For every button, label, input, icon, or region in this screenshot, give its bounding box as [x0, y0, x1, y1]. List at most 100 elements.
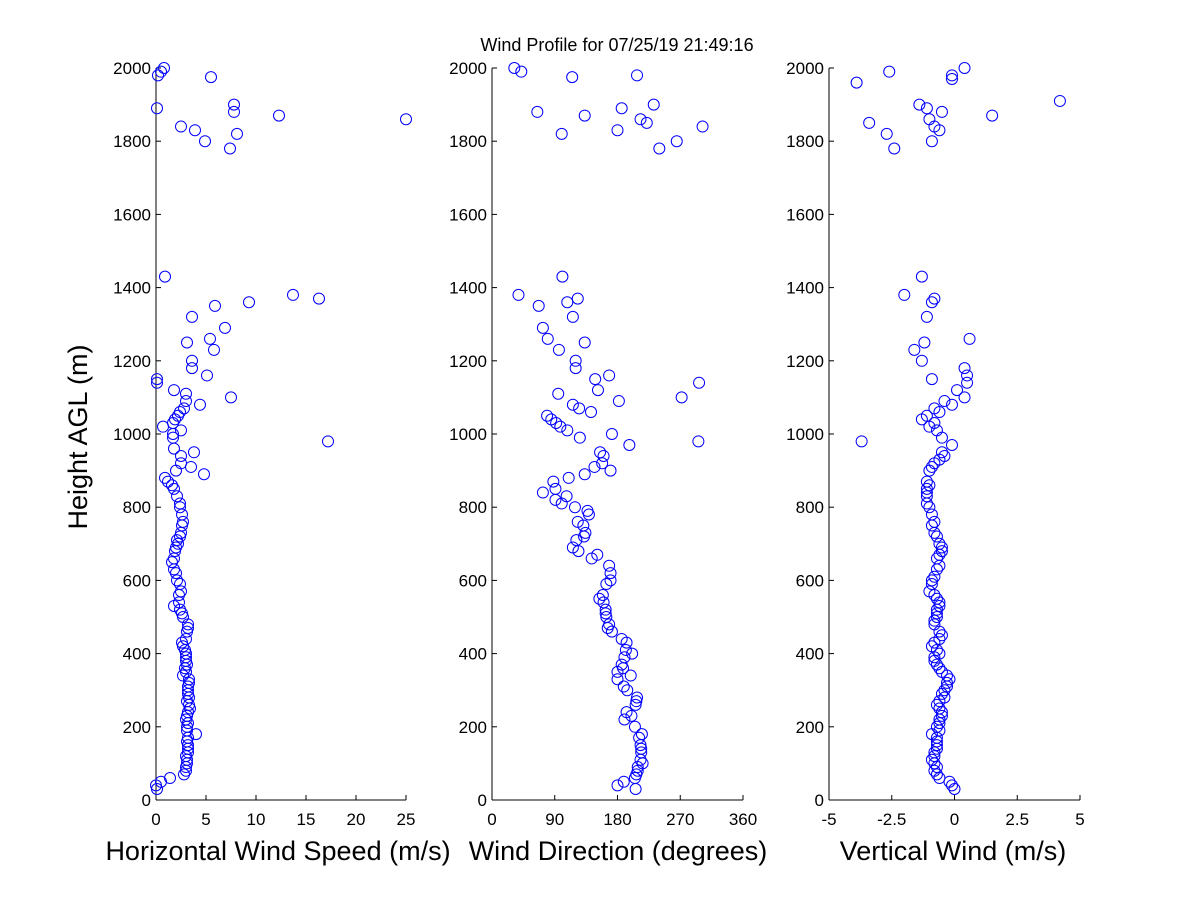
- data-point: [173, 589, 185, 602]
- data-point: [930, 643, 943, 656]
- data-point: [930, 761, 943, 774]
- data-point: [596, 589, 609, 602]
- data-point: [620, 636, 633, 649]
- data-point: [549, 482, 562, 495]
- x-tick-label: 25: [397, 810, 416, 829]
- data-point: [625, 709, 638, 722]
- data-point: [168, 442, 180, 455]
- data-point: [948, 783, 961, 796]
- data-point: [888, 142, 901, 155]
- data-point: [174, 530, 186, 543]
- data-point: [693, 376, 706, 389]
- data-point: [675, 391, 688, 404]
- data-point: [923, 113, 936, 126]
- data-point: [178, 402, 190, 415]
- data-point: [180, 387, 192, 400]
- data-point: [159, 471, 171, 484]
- data-point: [172, 409, 184, 422]
- y-tick-label: 0: [478, 791, 487, 810]
- data-point: [573, 431, 586, 444]
- data-point: [930, 611, 943, 623]
- data-point: [168, 384, 180, 397]
- x-tick-label: -2.5: [877, 810, 906, 829]
- data-point: [578, 336, 591, 349]
- data-point: [617, 680, 630, 693]
- data-point: [578, 530, 591, 543]
- data-point: [555, 497, 568, 510]
- x-tick-label: 20: [347, 810, 366, 829]
- data-point: [171, 490, 183, 503]
- data-point: [938, 684, 951, 697]
- data-point: [945, 438, 958, 451]
- data-point: [925, 578, 938, 591]
- data-point: [630, 695, 643, 708]
- y-tick-label: 200: [796, 718, 824, 737]
- data-point: [935, 706, 948, 719]
- data-point: [696, 120, 709, 133]
- data-point: [1053, 94, 1066, 107]
- data-point: [883, 65, 896, 78]
- data-point: [571, 292, 584, 305]
- x-tick-label: 0: [950, 810, 959, 829]
- data-point: [920, 102, 933, 115]
- y-tick-label: 800: [796, 498, 824, 517]
- data-point: [925, 753, 938, 766]
- data-point: [923, 420, 936, 433]
- data-point: [928, 651, 941, 664]
- data-point: [536, 321, 549, 334]
- data-point: [185, 460, 197, 473]
- data-point: [611, 665, 624, 678]
- data-point: [186, 310, 198, 323]
- data-point: [933, 724, 946, 737]
- x-tick-label: 5: [1075, 810, 1084, 829]
- data-point: [945, 72, 958, 85]
- data-point: [190, 728, 202, 741]
- y-tick-label: 1800: [113, 132, 151, 151]
- data-point: [209, 299, 221, 312]
- data-point: [151, 373, 163, 386]
- data-point: [208, 343, 220, 356]
- x-axis-label: Horizontal Wind Speed (m/s): [105, 836, 450, 866]
- data-point: [175, 424, 187, 437]
- data-point: [898, 288, 911, 301]
- data-point: [928, 750, 941, 763]
- data-point: [626, 647, 639, 660]
- data-point: [600, 578, 613, 591]
- y-tick-label: 1400: [449, 279, 487, 298]
- panel-wind-direction: 0 200 400 600 800 1000 1200 1400 1600 1800 2000 0 90…: [449, 59, 767, 866]
- data-point: [162, 475, 174, 488]
- data-point: [152, 69, 164, 82]
- data-point: [925, 574, 938, 587]
- data-point: [958, 62, 971, 74]
- data-point: [631, 691, 644, 704]
- data-point: [928, 515, 941, 528]
- data-point: [923, 464, 936, 477]
- data-point: [623, 438, 636, 451]
- y-tick-label: 400: [796, 645, 824, 664]
- data-point: [186, 362, 198, 375]
- data-point: [647, 98, 660, 111]
- data-point: [923, 501, 936, 514]
- y-tick-label: 0: [815, 791, 824, 810]
- data-point: [224, 142, 236, 155]
- data-point: [177, 515, 189, 528]
- data-point: [621, 684, 634, 697]
- data-point: [561, 424, 574, 437]
- data-point: [930, 735, 943, 748]
- data-point: [920, 497, 933, 510]
- y-tick-label: 800: [459, 498, 487, 517]
- data-point: [963, 332, 976, 345]
- x-tick-label: 180: [603, 810, 631, 829]
- data-point: [943, 673, 956, 686]
- data-point: [920, 490, 933, 503]
- x-tick-label: 15: [297, 810, 316, 829]
- x-tick-label: 270: [666, 810, 694, 829]
- data-point: [628, 772, 641, 785]
- data-point: [958, 362, 971, 375]
- y-tick-label: 1600: [449, 205, 487, 224]
- data-point: [930, 658, 943, 671]
- data-point: [155, 65, 167, 78]
- data-point: [585, 406, 598, 419]
- data-point: [536, 486, 549, 499]
- data-point: [933, 625, 946, 638]
